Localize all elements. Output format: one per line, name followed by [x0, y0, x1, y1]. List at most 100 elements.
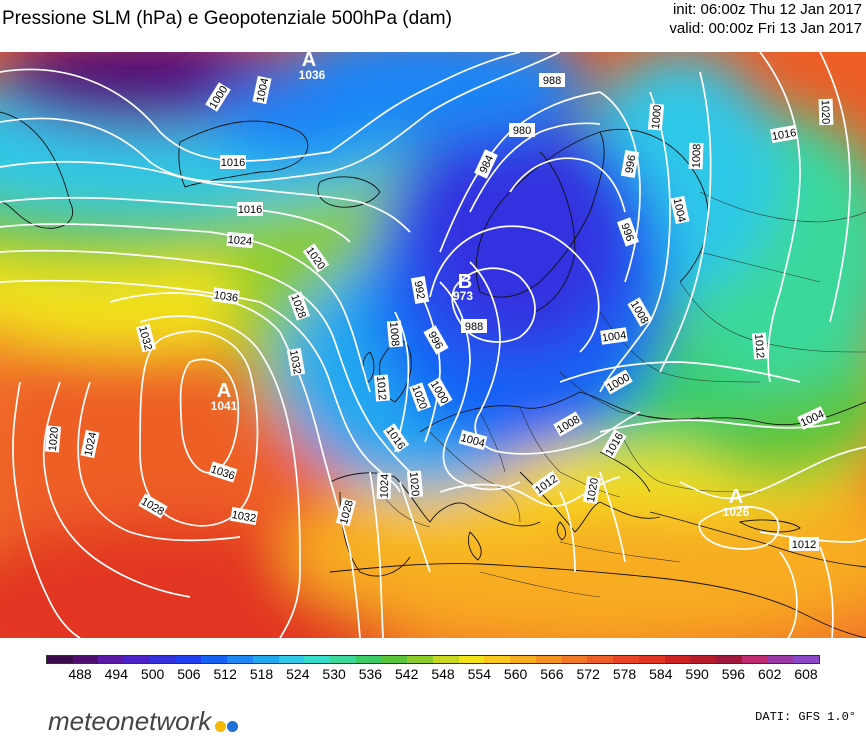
- high-pressure-center: A 1041: [211, 380, 238, 413]
- svg-text:1020: 1020: [407, 471, 421, 496]
- colorbar-tick-label: 524: [286, 666, 310, 682]
- svg-text:980: 980: [513, 125, 531, 137]
- map-canvas: 1004 1000 1016 1016 1024 1020 1036 1028 …: [0, 52, 866, 638]
- svg-text:996: 996: [623, 154, 638, 174]
- init-time: init: 06:00z Thu 12 Jan 2017: [672, 1, 862, 18]
- weather-map: 1004 1000 1016 1016 1024 1020 1036 1028 …: [0, 52, 866, 638]
- isobar-label: 1020: [582, 475, 602, 505]
- isobar-label: 1000: [647, 103, 665, 131]
- colorbar-swatch: [98, 656, 125, 663]
- colorbar-tick-label: 584: [649, 666, 673, 682]
- run-info: init: 06:00z Thu 12 Jan 2017 valid: 00:0…: [669, 0, 862, 38]
- colorbar-tick-label: 536: [358, 666, 383, 682]
- isobar-label: 996: [616, 217, 640, 247]
- svg-text:B: B: [458, 271, 472, 293]
- colorbar-swatch: [561, 656, 588, 663]
- colorbar-tick-label: 512: [213, 666, 237, 682]
- colorbar-swatch: [47, 656, 73, 663]
- colorbar-swatch: [535, 656, 562, 663]
- colorbar-swatch: [201, 656, 228, 663]
- svg-text:988: 988: [465, 321, 483, 333]
- svg-text:1004: 1004: [255, 77, 272, 103]
- svg-text:1004: 1004: [671, 197, 688, 223]
- colorbar-tick-label: 518: [249, 666, 274, 682]
- colorbar-swatch: [793, 656, 820, 663]
- colorbar-tick-label: 530: [322, 666, 346, 682]
- colorbar-tick-label: 578: [612, 666, 637, 682]
- svg-text:A: A: [729, 486, 743, 508]
- colorbar-swatch: [638, 656, 665, 663]
- svg-text:1036: 1036: [299, 68, 326, 82]
- colorbar-tick-label: 560: [503, 666, 528, 682]
- colorbar-swatch: [175, 656, 202, 663]
- isobar-label: 1016: [237, 202, 263, 216]
- colorbar-tick-label: 554: [467, 666, 491, 682]
- isobar-label: 1020: [406, 470, 424, 498]
- svg-text:988: 988: [543, 75, 561, 87]
- isobar-label: 1024: [80, 429, 100, 459]
- isobar-label: 1032: [229, 506, 259, 526]
- colorbar-tick-label: 596: [721, 666, 746, 682]
- isobar-label: 992: [410, 275, 430, 305]
- isobar-label: 1012: [789, 537, 819, 551]
- svg-text:1024: 1024: [83, 431, 100, 457]
- svg-text:1024: 1024: [227, 234, 252, 248]
- svg-text:A: A: [302, 52, 316, 71]
- svg-text:996: 996: [618, 222, 636, 243]
- colorbar-swatch: [72, 656, 99, 663]
- svg-text:973: 973: [453, 289, 473, 303]
- isobar-label: 1012: [751, 332, 769, 360]
- isobar-label: 980: [509, 123, 535, 137]
- svg-text:1020: 1020: [819, 100, 832, 125]
- colorbar-tick-label: 542: [395, 666, 419, 682]
- isobar-label: 988: [539, 73, 565, 87]
- valid-time: valid: 00:00z Fri 13 Jan 2017: [669, 20, 862, 37]
- colorbar-tick-label: 566: [540, 666, 564, 682]
- isobar-label: 1004: [600, 327, 628, 345]
- colorbar-swatch: [278, 656, 305, 663]
- colorbar-swatch: [767, 656, 794, 663]
- isobar-label: 1004: [252, 75, 272, 105]
- low-pressure-center: B 973: [453, 271, 473, 303]
- svg-text:1020: 1020: [585, 477, 601, 503]
- svg-text:1026: 1026: [723, 505, 750, 519]
- svg-text:1032: 1032: [231, 509, 257, 525]
- isobar-label: 1020: [44, 425, 62, 453]
- svg-text:1000: 1000: [650, 104, 664, 129]
- colorbar-tick-label: 500: [140, 666, 165, 682]
- colorbar-swatch: [484, 656, 511, 663]
- svg-text:1012: 1012: [374, 375, 388, 400]
- isobar-label: 1024: [226, 231, 254, 249]
- colorbar-tick-label: 506: [177, 666, 201, 682]
- svg-text:1020: 1020: [47, 426, 61, 451]
- isobar-label: 1004: [670, 195, 690, 225]
- colorbar-swatch: [304, 656, 331, 663]
- svg-text:1036: 1036: [213, 289, 239, 304]
- colorbar-tick-label: 488: [68, 666, 92, 682]
- colorbar-swatch: [664, 656, 691, 663]
- svg-text:1016: 1016: [238, 204, 262, 216]
- colorbar-swatch: [433, 656, 459, 663]
- colorbar-tick-label: 602: [758, 666, 782, 682]
- isobar-label: 1032: [286, 347, 306, 377]
- colorbar: [46, 655, 820, 664]
- isobar-label: 1036: [212, 287, 240, 305]
- isobar-label: 1012: [373, 374, 391, 402]
- svg-text:992: 992: [412, 280, 427, 300]
- logo-text: meteonetwork: [48, 706, 212, 736]
- colorbar-swatch: [330, 656, 356, 663]
- isobar-label: 988: [461, 319, 487, 333]
- colorbar-swatch: [407, 656, 434, 663]
- map-title: Pressione SLM (hPa) e Geopotenziale 500h…: [2, 8, 452, 29]
- pressure-centers: A 1036 B 973 A 1041 A 1026: [211, 52, 750, 519]
- colorbar-swatch: [252, 656, 279, 663]
- colorbar-swatch: [741, 656, 768, 663]
- svg-text:1004: 1004: [601, 329, 627, 344]
- colorbar-swatch: [587, 656, 614, 663]
- svg-text:1041: 1041: [211, 399, 238, 413]
- svg-text:1016: 1016: [221, 157, 245, 169]
- colorbar-tick-label: 548: [431, 666, 455, 682]
- isobar-label: 1008: [386, 320, 404, 348]
- colorbar-swatch: [690, 656, 717, 663]
- colorbar-tick-label: 590: [685, 666, 709, 682]
